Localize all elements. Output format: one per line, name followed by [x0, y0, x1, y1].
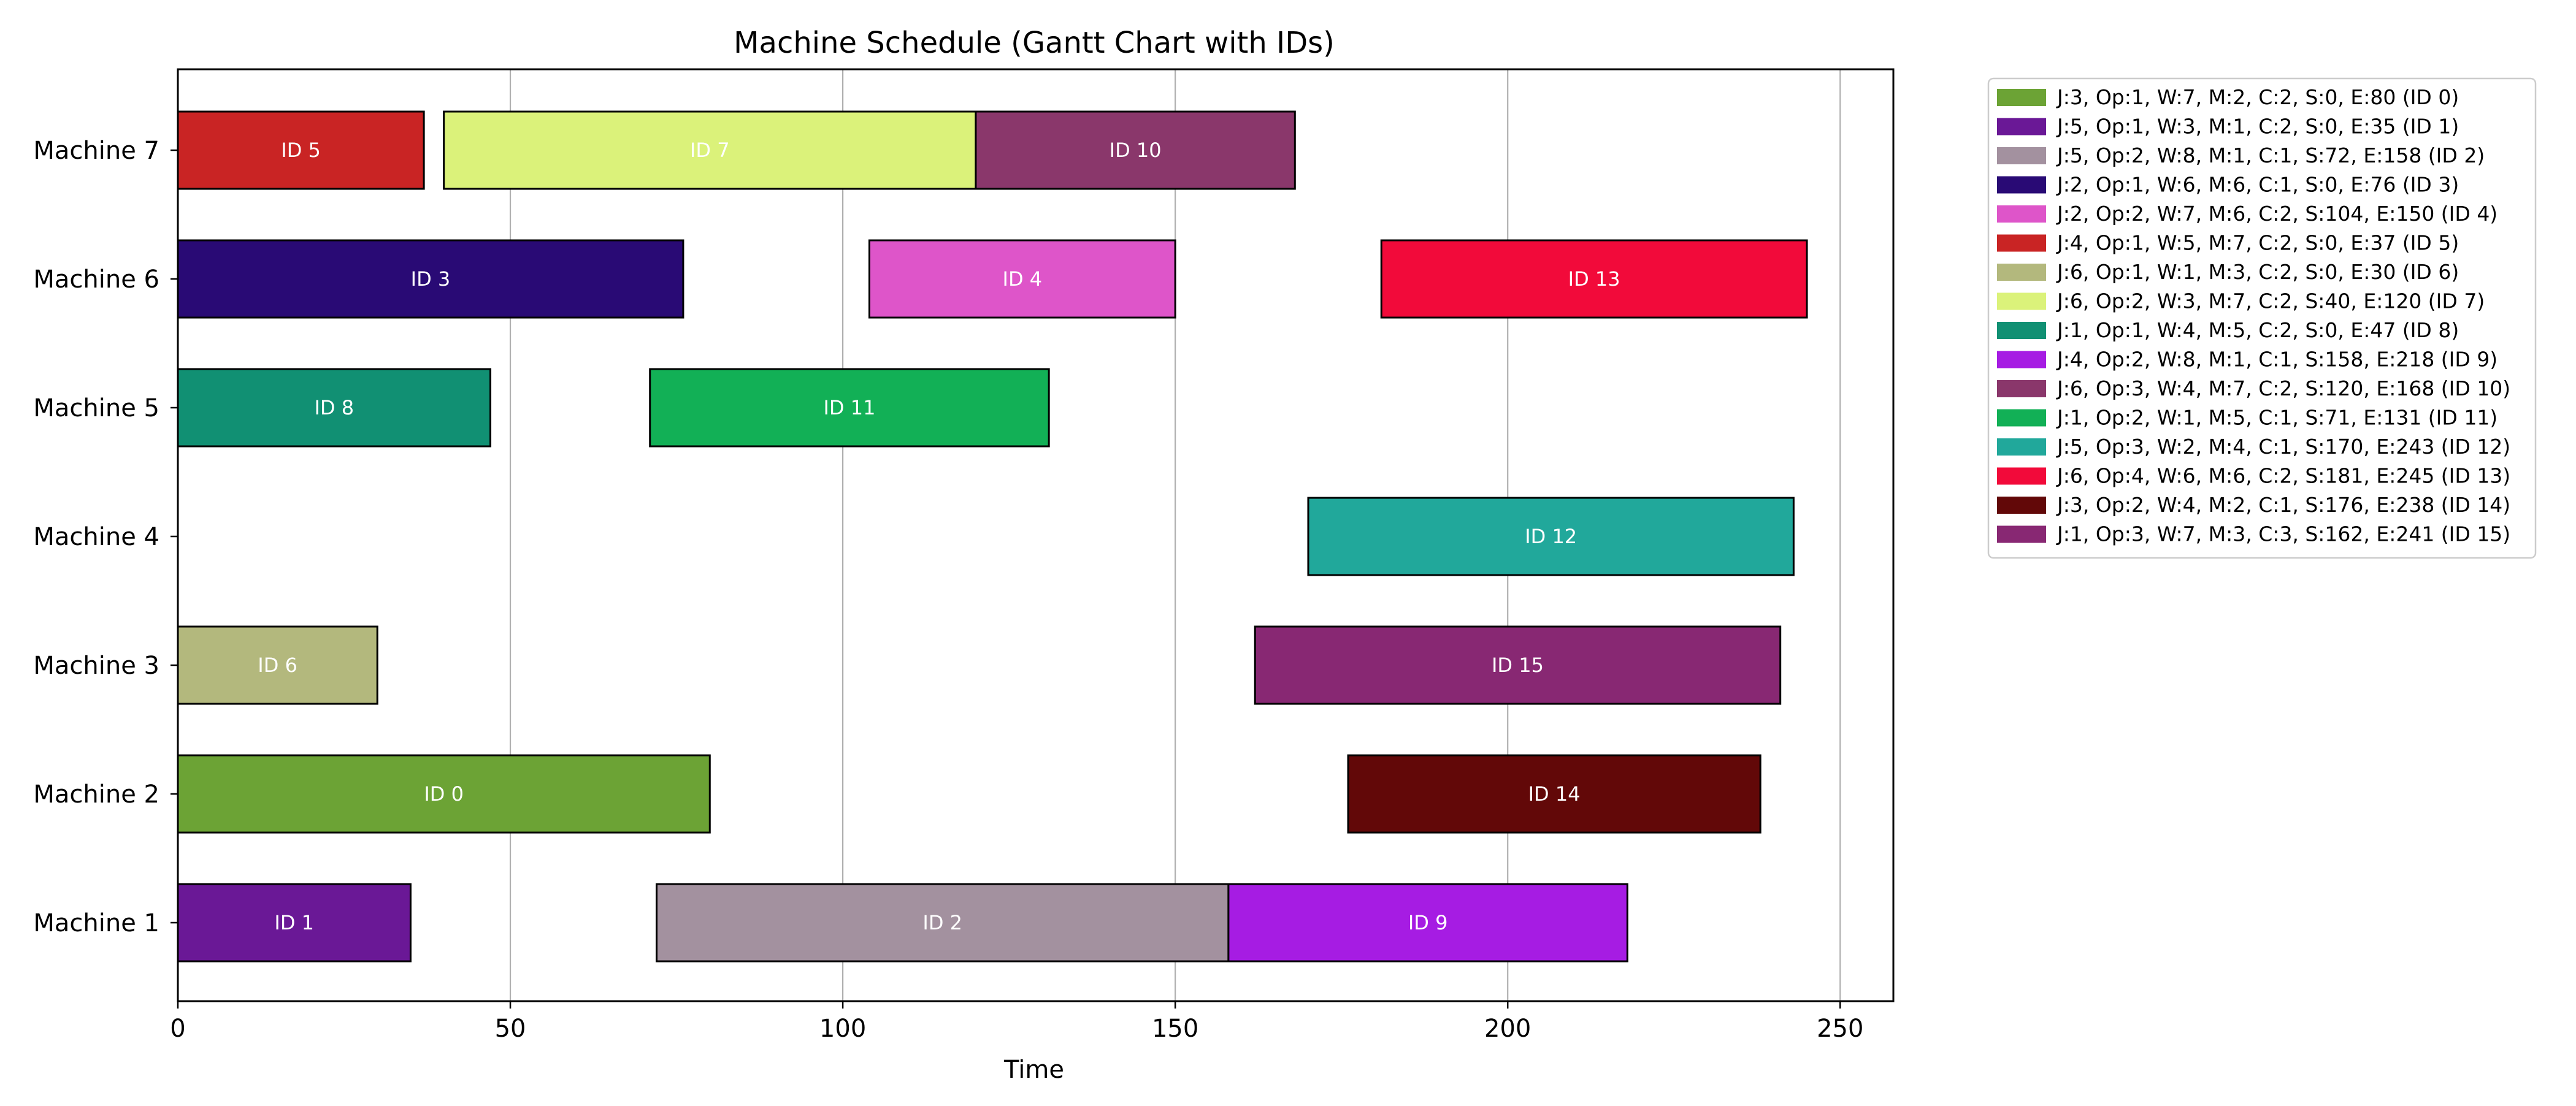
task-label-id-12: ID 12	[1525, 525, 1577, 548]
task-label-id-8: ID 8	[314, 396, 354, 419]
legend-entry-id-3: J:2, Op:1, W:6, M:6, C:1, S:0, E:76 (ID …	[2056, 173, 2459, 197]
legend-entry-id-11: J:1, Op:2, W:1, M:5, C:1, S:71, E:131 (I…	[2056, 406, 2497, 430]
task-label-id-0: ID 0	[424, 782, 464, 806]
task-bars: ID 0 ID 1 ID 2 ID 3 ID 4 ID 5 ID 6 ID 7 ID 8 ID 9…	[177, 110, 1808, 963]
legend-swatch-id-12	[1997, 438, 2046, 456]
task-bar-id-5	[177, 110, 425, 190]
legend-entry-id-15: J:1, Op:3, W:7, M:3, C:3, S:162, E:241 (…	[2056, 522, 2510, 546]
task-label-id-5: ID 5	[281, 139, 321, 162]
legend-swatch-id-3	[1997, 176, 2046, 194]
legend-entry-id-6: J:6, Op:1, W:1, M:3, C:2, S:0, E:30 (ID …	[2056, 260, 2459, 284]
legend-entry-id-7: J:6, Op:2, W:3, M:7, C:2, S:40, E:120 (I…	[2056, 289, 2485, 313]
legend-swatch-id-11	[1997, 409, 2046, 427]
task-bar-id-11	[649, 368, 1050, 448]
task-bar-id-10	[975, 110, 1296, 190]
y-tick-label-machine-3: Machine 3	[33, 652, 159, 680]
x-tick-label-100: 100	[819, 1015, 866, 1043]
x-axis-title: Time	[1003, 1056, 1064, 1084]
task-label-id-13: ID 13	[1568, 267, 1620, 291]
legend-swatch-id-4	[1997, 205, 2046, 223]
legend-entry-id-1: J:5, Op:1, W:3, M:1, C:2, S:0, E:35 (ID …	[2056, 115, 2459, 139]
task-bar-id-4	[868, 239, 1176, 319]
y-tick-label-machine-7: Machine 7	[33, 137, 159, 165]
x-tick-label-200: 200	[1484, 1015, 1531, 1043]
legend-swatch-id-14	[1997, 497, 2046, 514]
legend-swatch-id-5	[1997, 234, 2046, 252]
legend-swatch-id-15	[1997, 525, 2046, 543]
task-label-id-2: ID 2	[922, 911, 962, 934]
legend-swatch-id-7	[1997, 292, 2046, 310]
y-tick-label-machine-4: Machine 4	[33, 523, 159, 551]
x-tick-label-0: 0	[170, 1015, 185, 1043]
legend-swatch-id-6	[1997, 264, 2046, 281]
task-bar-id-7	[443, 110, 977, 190]
legend-entry-id-0: J:3, Op:1, W:7, M:2, C:2, S:0, E:80 (ID …	[2056, 85, 2459, 109]
legend-swatch-id-10	[1997, 380, 2046, 397]
legend-entry-id-10: J:6, Op:3, W:4, M:7, C:2, S:120, E:168 (…	[2056, 376, 2510, 400]
legend-entry-id-13: J:6, Op:4, W:6, M:6, C:2, S:181, E:245 (…	[2056, 464, 2510, 488]
task-bar-id-0	[177, 754, 711, 834]
legend-frame	[1987, 77, 2537, 559]
legend-swatch-id-0	[1997, 89, 2046, 106]
task-label-id-15: ID 15	[1492, 654, 1544, 677]
task-label-id-9: ID 9	[1408, 911, 1448, 934]
legend-swatch-id-13	[1997, 467, 2046, 485]
task-bar-id-14	[1347, 754, 1761, 834]
legend-entry-id-14: J:3, Op:2, W:4, M:2, C:1, S:176, E:238 (…	[2056, 493, 2510, 517]
task-label-id-10: ID 10	[1110, 139, 1162, 162]
y-tick-label-machine-6: Machine 6	[33, 265, 159, 294]
task-label-id-14: ID 14	[1528, 782, 1581, 806]
legend-entry-id-2: J:5, Op:2, W:8, M:1, C:1, S:72, E:158 (I…	[2056, 143, 2485, 167]
legend-entry-id-12: J:5, Op:3, W:2, M:4, C:1, S:170, E:243 (…	[2056, 435, 2510, 459]
y-tick-label-machine-2: Machine 2	[33, 780, 159, 809]
y-tick-label-machine-5: Machine 5	[33, 394, 159, 422]
task-bar-id-13	[1380, 239, 1808, 319]
task-bar-id-12	[1307, 497, 1795, 576]
legend-entry-id-4: J:2, Op:2, W:7, M:6, C:2, S:104, E:150 (…	[2056, 202, 2497, 226]
legend-entry-id-9: J:4, Op:2, W:8, M:1, C:1, S:158, E:218 (…	[2056, 348, 2497, 372]
task-bar-id-15	[1254, 625, 1782, 705]
x-tick-label-50: 50	[495, 1015, 526, 1043]
task-bar-id-8	[177, 368, 492, 448]
legend-swatch-id-1	[1997, 118, 2046, 135]
legend-swatch-id-9	[1997, 351, 2046, 368]
x-tick-label-150: 150	[1152, 1015, 1198, 1043]
task-label-id-6: ID 6	[258, 654, 297, 677]
legend-entry-id-8: J:1, Op:1, W:4, M:5, C:2, S:0, E:47 (ID …	[2056, 318, 2459, 342]
plot-frame	[177, 68, 1895, 1002]
axes: 0 50 100 150 200 250 Machine 1 Machine 2 Machine…	[33, 68, 1895, 1043]
chart-title: Machine Schedule (Gantt Chart with IDs)	[734, 26, 1335, 60]
y-tick-label-machine-1: Machine 1	[33, 909, 159, 937]
x-tick-label-250: 250	[1817, 1015, 1863, 1043]
task-bar-id-6	[177, 625, 378, 705]
task-label-id-7: ID 7	[690, 139, 730, 162]
legend-swatch-id-2	[1997, 147, 2046, 164]
task-label-id-1: ID 1	[274, 911, 314, 934]
legend-entry-id-5: J:4, Op:1, W:5, M:7, C:2, S:0, E:37 (ID …	[2056, 231, 2459, 255]
task-label-id-11: ID 11	[823, 396, 875, 419]
task-bar-id-9	[1227, 883, 1628, 963]
legend-swatch-id-8	[1997, 322, 2046, 339]
task-label-id-4: ID 4	[1003, 267, 1043, 291]
task-label-id-3: ID 3	[411, 267, 451, 291]
legend: J:3, Op:1, W:7, M:2, C:2, S:0, E:80 (ID …	[1987, 77, 2537, 559]
task-bar-id-3	[177, 239, 684, 319]
